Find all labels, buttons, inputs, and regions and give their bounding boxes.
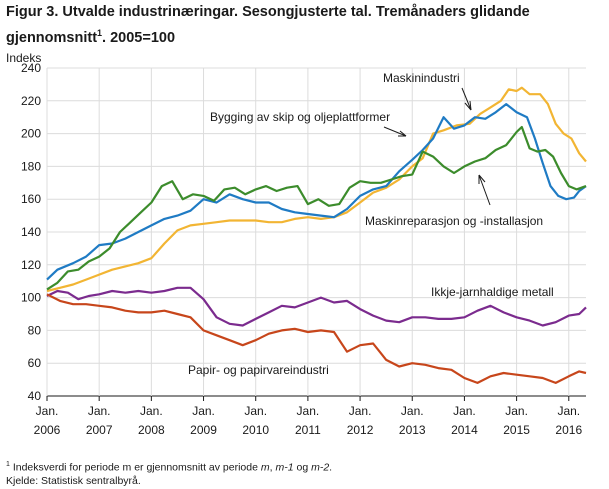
x-tick-label-month: Jan. bbox=[244, 404, 267, 418]
chart-title-base-year: . 2005=100 bbox=[102, 29, 176, 46]
y-axis-ticks: 40 60 80 100 120 140 160 180 200 220 240 bbox=[21, 61, 41, 403]
y-tick-label: 60 bbox=[28, 356, 42, 370]
series-line-0 bbox=[46, 86, 587, 293]
footnote-marker: 1 bbox=[6, 461, 10, 468]
arrowhead-maskinreparasjon bbox=[478, 174, 486, 184]
x-tick-label-month: Jan. bbox=[36, 404, 59, 418]
annotation-papir: Papir- og papirvareindustri bbox=[188, 363, 329, 377]
y-tick-label: 80 bbox=[28, 323, 42, 337]
x-tick-label-year: 2012 bbox=[347, 423, 374, 437]
chart-title-footnote-marker: 1 bbox=[97, 28, 103, 38]
y-tick-label: 120 bbox=[21, 258, 41, 272]
arrow-bygging-skip bbox=[383, 126, 407, 137]
x-tick-label-month: Jan. bbox=[297, 404, 320, 418]
x-tick-label-year: 2007 bbox=[86, 423, 113, 437]
x-tick-label-year: 2008 bbox=[138, 423, 165, 437]
x-tick-label-month: Jan. bbox=[192, 404, 215, 418]
footnote-separator: , bbox=[269, 461, 276, 474]
annotation-bygging-skip: Bygging av skip og oljeplattformer bbox=[210, 110, 390, 124]
x-tick-label-month: Jan. bbox=[505, 404, 528, 418]
chart-title-main: Figur 3. Utvalde industrinæringar. Seson… bbox=[6, 4, 530, 46]
y-tick-label: 100 bbox=[21, 291, 41, 305]
y-tick-label: 240 bbox=[21, 61, 41, 75]
x-tick-label-month: Jan. bbox=[88, 404, 111, 418]
x-tick-label-year: 2006 bbox=[34, 423, 61, 437]
footnote-period-m: m bbox=[260, 461, 270, 474]
annotations: Maskinindustri Bygging av skip og oljepl… bbox=[188, 71, 554, 377]
y-tick-label: 140 bbox=[21, 225, 41, 239]
y-tick-label: 220 bbox=[21, 94, 41, 108]
x-tick-label-year: 2010 bbox=[242, 423, 269, 437]
x-tick-label-month: Jan. bbox=[453, 404, 476, 418]
series-line-3 bbox=[46, 286, 587, 327]
x-tick-label-year: 2011 bbox=[295, 423, 321, 437]
x-tick-label-month: Jan. bbox=[349, 404, 372, 418]
y-tick-label: 160 bbox=[21, 192, 41, 206]
footnote-period-m1: m-1 bbox=[275, 461, 294, 474]
series-line-1 bbox=[46, 103, 587, 281]
x-tick-label-year: 2016 bbox=[555, 423, 582, 437]
source-note: Kjelde: Statistisk sentralbyrå. bbox=[6, 474, 141, 487]
x-tick-label-month: Jan. bbox=[557, 404, 580, 418]
x-tick-label-month: Jan. bbox=[140, 404, 163, 418]
annotation-maskinindustri: Maskinindustri bbox=[383, 71, 460, 85]
chart-title: Figur 3. Utvalde industrinæringar. Seson… bbox=[6, 2, 606, 49]
x-tick-label-year: 2015 bbox=[503, 423, 530, 437]
arrowhead-bygging-skip bbox=[398, 130, 407, 137]
series-lines bbox=[46, 86, 587, 384]
arrowhead-maskinindustri bbox=[464, 100, 472, 111]
annotation-maskinreparasjon: Maskinreparasjon og -installasjon bbox=[365, 214, 543, 228]
series-line-4 bbox=[46, 293, 587, 384]
footnote-end: . bbox=[329, 461, 333, 474]
footnote-and: og bbox=[293, 461, 312, 474]
x-tick-label-month: Jan. bbox=[401, 404, 424, 418]
arrow-maskinindustri bbox=[461, 87, 472, 111]
annotation-ikkje-jarnhaldige: Ikkje-jarnhaldige metall bbox=[431, 285, 554, 299]
line-chart: Indeks 40 60 80 100 120 140 160 180 200 220 240 Ja… bbox=[6, 51, 587, 437]
arrow-maskinreparasjon bbox=[478, 174, 491, 206]
footnote: 1 Indeksverdi for periode m er gjennomsn… bbox=[6, 458, 332, 488]
x-tick-label-year: 2009 bbox=[190, 423, 217, 437]
y-tick-label: 180 bbox=[21, 159, 41, 173]
footnote-text: Indeksverdi for periode m er gjennomsnit… bbox=[9, 461, 261, 474]
footnote-period-m2: m-2 bbox=[311, 461, 330, 474]
x-axis-ticks: Jan. 2006 Jan. 2007 Jan. 2008 Jan. 2009 Jan. 2010… bbox=[34, 396, 582, 437]
y-axis-label: Indeks bbox=[6, 51, 41, 65]
y-tick-label: 200 bbox=[21, 127, 41, 141]
y-tick-label: 40 bbox=[28, 389, 42, 403]
x-tick-label-year: 2014 bbox=[451, 423, 478, 437]
x-tick-label-year: 2013 bbox=[399, 423, 426, 437]
series-line-2 bbox=[46, 125, 587, 291]
footnote-index-note: 1 Indeksverdi for periode m er gjennomsn… bbox=[6, 458, 332, 475]
